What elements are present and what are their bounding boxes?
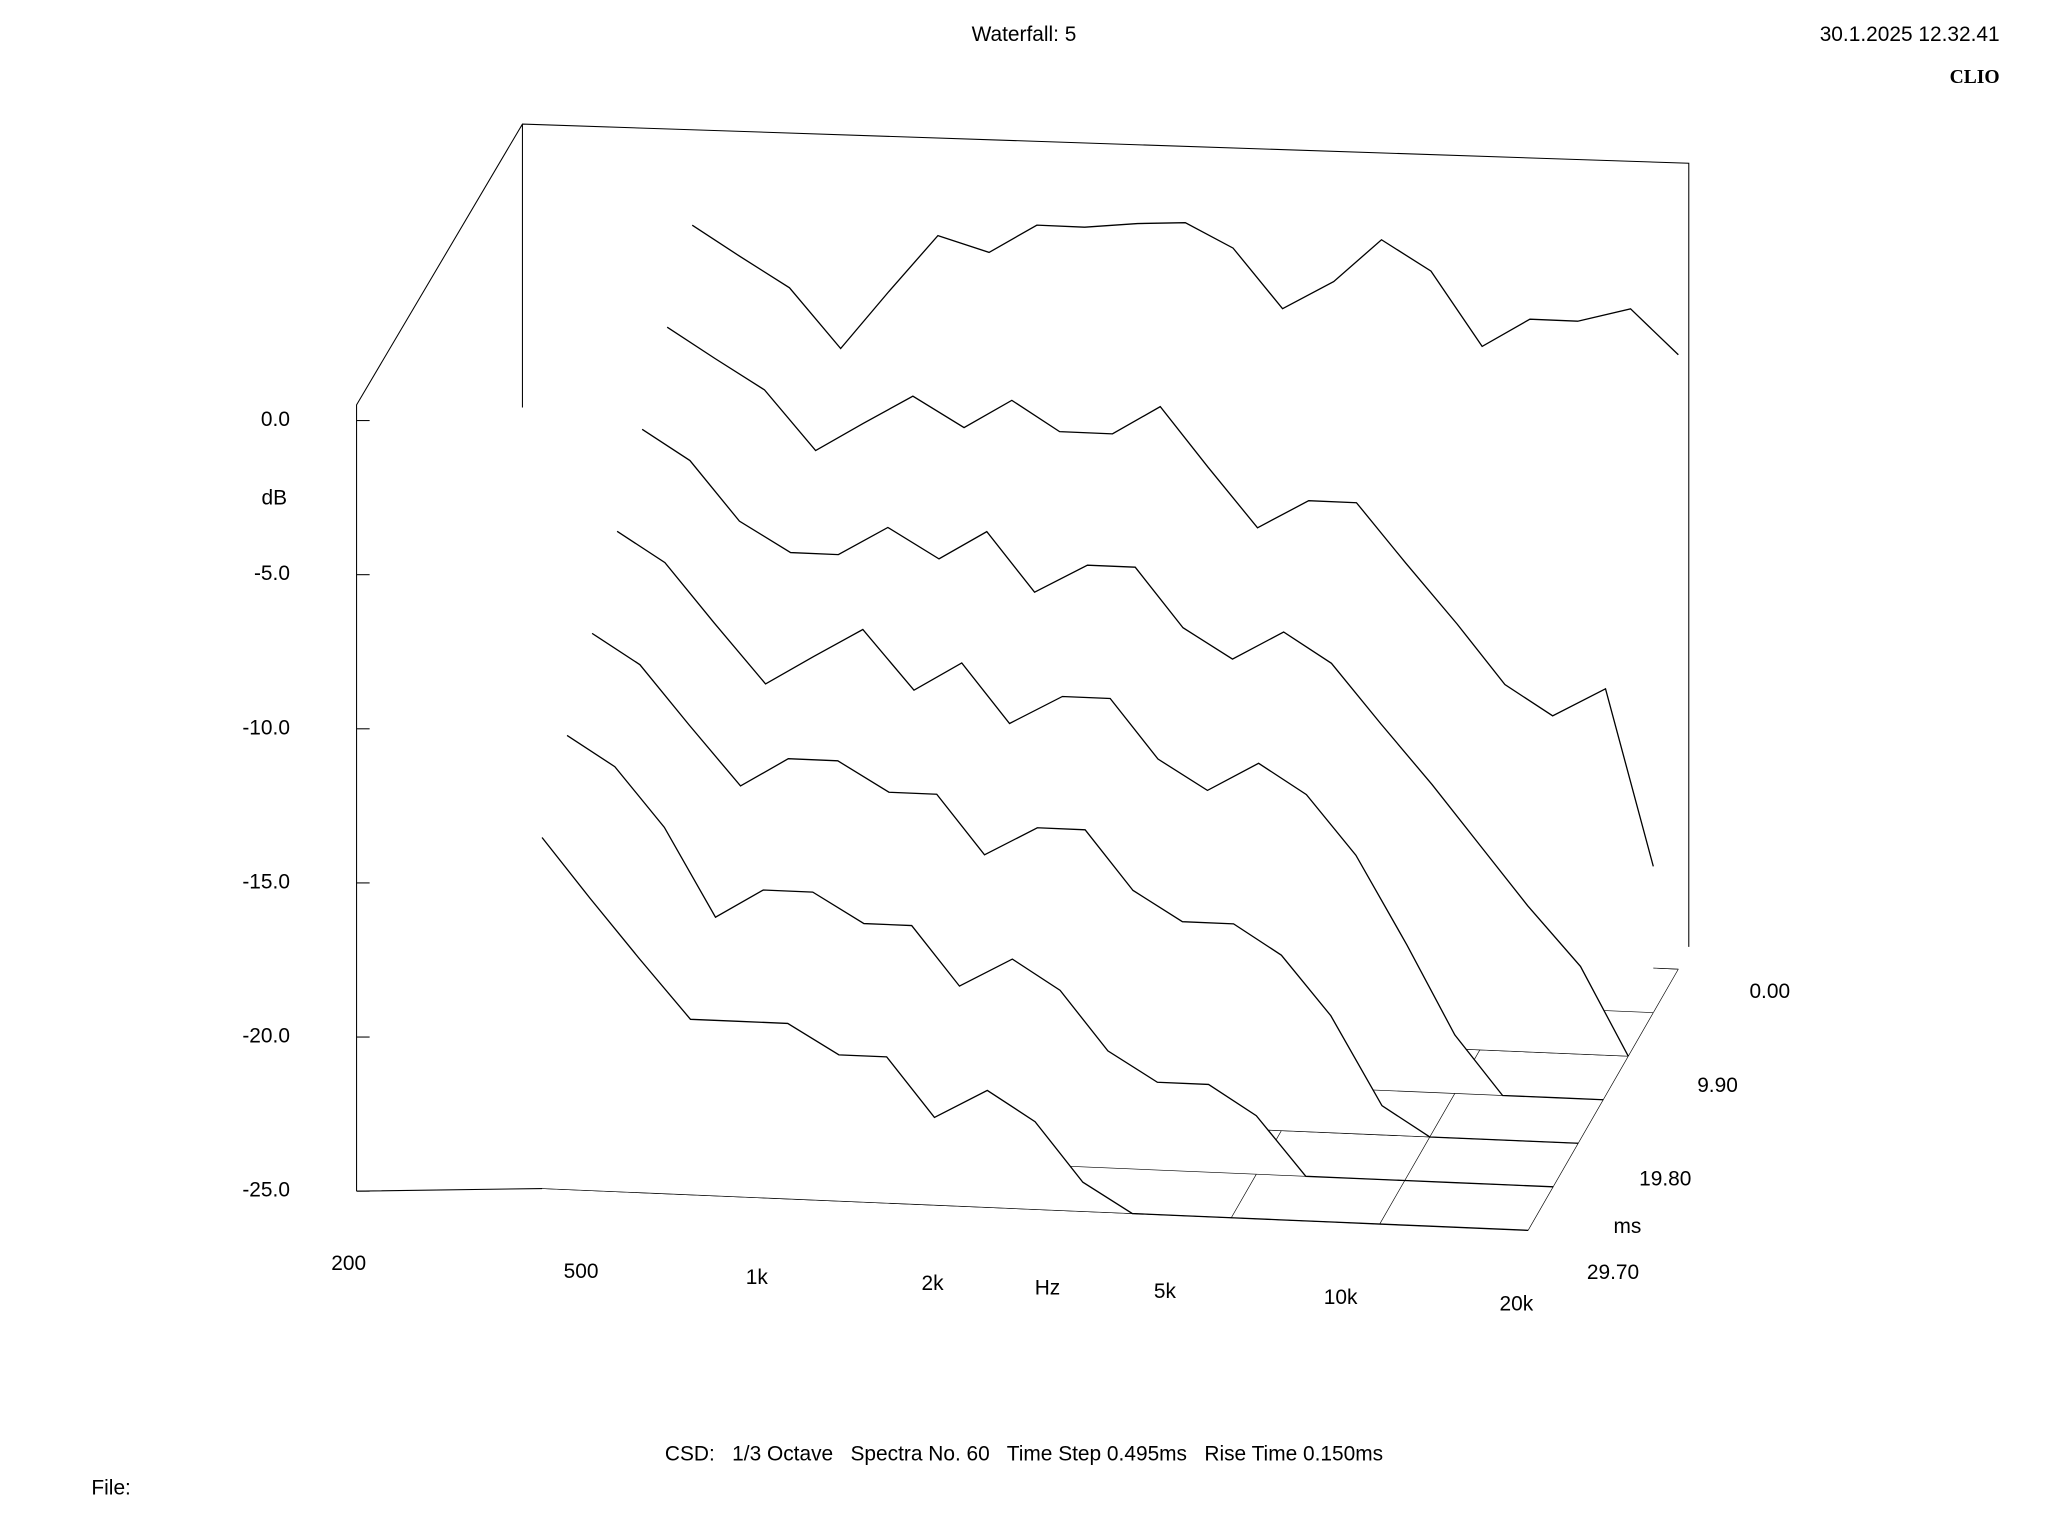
x-tick-label: 500 bbox=[564, 1260, 599, 1283]
x-tick-label: 10k bbox=[1324, 1286, 1358, 1309]
brand: CLIO bbox=[1950, 67, 2000, 88]
chart-title: Waterfall: 5 bbox=[972, 23, 1077, 46]
timestamp: 30.1.2025 12.32.41 bbox=[1820, 23, 2000, 46]
x-tick-label: 20k bbox=[1500, 1292, 1534, 1315]
z-tick-label: 19.80 bbox=[1639, 1167, 1691, 1190]
x-tick-label: 1k bbox=[746, 1266, 769, 1289]
y-tick-label: -15.0 bbox=[242, 870, 290, 893]
plot-root: Waterfall: 5 30.1.2025 12.32.41 CLIO CSD… bbox=[91, 23, 1999, 1500]
z-tick-label: 29.70 bbox=[1587, 1261, 1639, 1284]
file-label: File: bbox=[91, 1476, 130, 1499]
spectrum-line bbox=[641, 428, 1629, 1057]
z-tick-label: 0.00 bbox=[1749, 980, 1790, 1003]
y-tick-label: 0.0 bbox=[261, 408, 290, 431]
spectrum-line bbox=[616, 530, 1604, 1101]
x-tick-label: 2k bbox=[922, 1272, 945, 1295]
slice-fill bbox=[542, 837, 1529, 1231]
spectrum-line bbox=[591, 632, 1579, 1144]
footer: CSD: 1/3 Octave Spectra No. 60 Time Step… bbox=[665, 1443, 1383, 1466]
y-axis-label: dB bbox=[262, 486, 288, 509]
spectrum-line bbox=[691, 222, 1679, 356]
y-tick-label: -25.0 bbox=[242, 1179, 290, 1202]
y-tick-label: -10.0 bbox=[242, 716, 290, 739]
spectrum-line bbox=[666, 326, 1654, 867]
x-axis-label: Hz bbox=[1035, 1277, 1061, 1300]
y-tick-label: -20.0 bbox=[242, 1025, 290, 1048]
x-tick-label: 200 bbox=[331, 1252, 366, 1275]
spectrum-line bbox=[566, 734, 1554, 1188]
x-tick-label: 5k bbox=[1154, 1280, 1177, 1303]
y-tick-label: -5.0 bbox=[254, 562, 290, 585]
spectrum-line bbox=[541, 837, 1529, 1231]
z-tick-label: 9.90 bbox=[1697, 1074, 1738, 1097]
box-frame bbox=[356, 123, 1690, 1192]
z-axis-label: ms bbox=[1613, 1215, 1641, 1238]
